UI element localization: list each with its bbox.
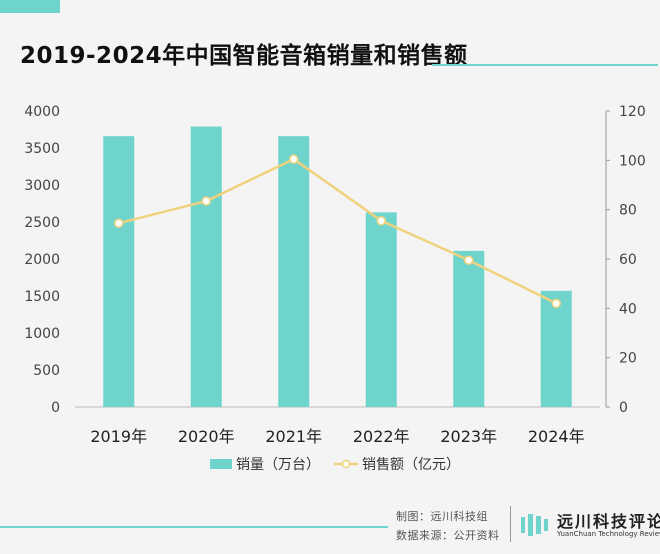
left-axis-tick-label: 1500: [24, 289, 60, 305]
x-axis-category-label: 2023年: [440, 427, 497, 446]
title-accent-rule: [432, 64, 658, 66]
right-axis-tick-label: 40: [619, 301, 637, 317]
line-point-sales-revenue: [551, 298, 561, 309]
brand-divider: [510, 506, 511, 542]
bar-sales-volume: [103, 136, 135, 407]
line-point-sales-revenue: [201, 196, 211, 206]
corner-accent-block: [0, 0, 60, 13]
bar-sales-volume: [540, 290, 572, 407]
bar-sales-volume: [453, 250, 485, 407]
footer-accent-rule: [0, 526, 388, 528]
left-axis-tick-label: 1000: [24, 326, 60, 342]
right-axis-tick-label: 80: [619, 203, 637, 219]
left-axis-tick-label: 0: [51, 400, 60, 416]
x-axis-category-label: 2022年: [353, 427, 410, 446]
line-point-sales-revenue: [289, 154, 299, 164]
right-axis-tick-label: 0: [619, 400, 628, 416]
left-axis-tick-label: 3500: [24, 141, 60, 157]
line-sales-revenue: [118, 157, 557, 305]
bar-sales-volume: [365, 212, 397, 407]
data-source-credit: 数据来源：公开资料: [396, 529, 500, 542]
right-axis-tick-label: 20: [619, 351, 637, 367]
legend-label-line: 销售额（亿元）: [362, 457, 460, 473]
right-axis-tick-label: 120: [619, 104, 646, 120]
legend-label-bar: 销量（万台）: [236, 457, 320, 473]
brand-name: 远川科技评论: [557, 512, 660, 531]
x-axis-category-label: 2021年: [265, 427, 322, 446]
x-axis-category-label: 2024年: [528, 427, 585, 446]
chart-maker-credit: 制图：远川科技组: [396, 510, 488, 523]
line-point-sales-revenue: [376, 216, 386, 226]
bar-sales-volume: [278, 136, 310, 407]
chart-title: 2019-2024年中国智能音箱销量和销售额: [20, 43, 468, 69]
left-axis-tick-label: 4000: [24, 104, 60, 120]
line-point-sales-revenue: [464, 255, 474, 265]
left-axis-tick-label: 3000: [24, 178, 60, 194]
legend-swatch-bar: [210, 459, 232, 469]
brand-logo-icon: [521, 514, 548, 536]
brand-subtitle: YuanChuan Technology Review: [557, 530, 660, 538]
left-axis-tick-label: 500: [33, 363, 60, 379]
left-axis-tick-label: 2000: [24, 252, 60, 268]
x-axis-category-label: 2019年: [90, 427, 147, 446]
line-point-sales-revenue: [114, 218, 124, 228]
combo-chart: 0 500 1000 1500 2000 2500 3000 3500 4000 0 20 40 60 8…: [24, 104, 646, 473]
right-axis-tick-label: 60: [619, 252, 637, 268]
left-axis-tick-label: 2500: [24, 215, 60, 231]
bar-sales-volume: [190, 126, 222, 407]
x-axis-category-label: 2020年: [178, 427, 235, 446]
right-axis-tick-label: 100: [619, 153, 646, 169]
legend-swatch-marker: [341, 459, 351, 469]
